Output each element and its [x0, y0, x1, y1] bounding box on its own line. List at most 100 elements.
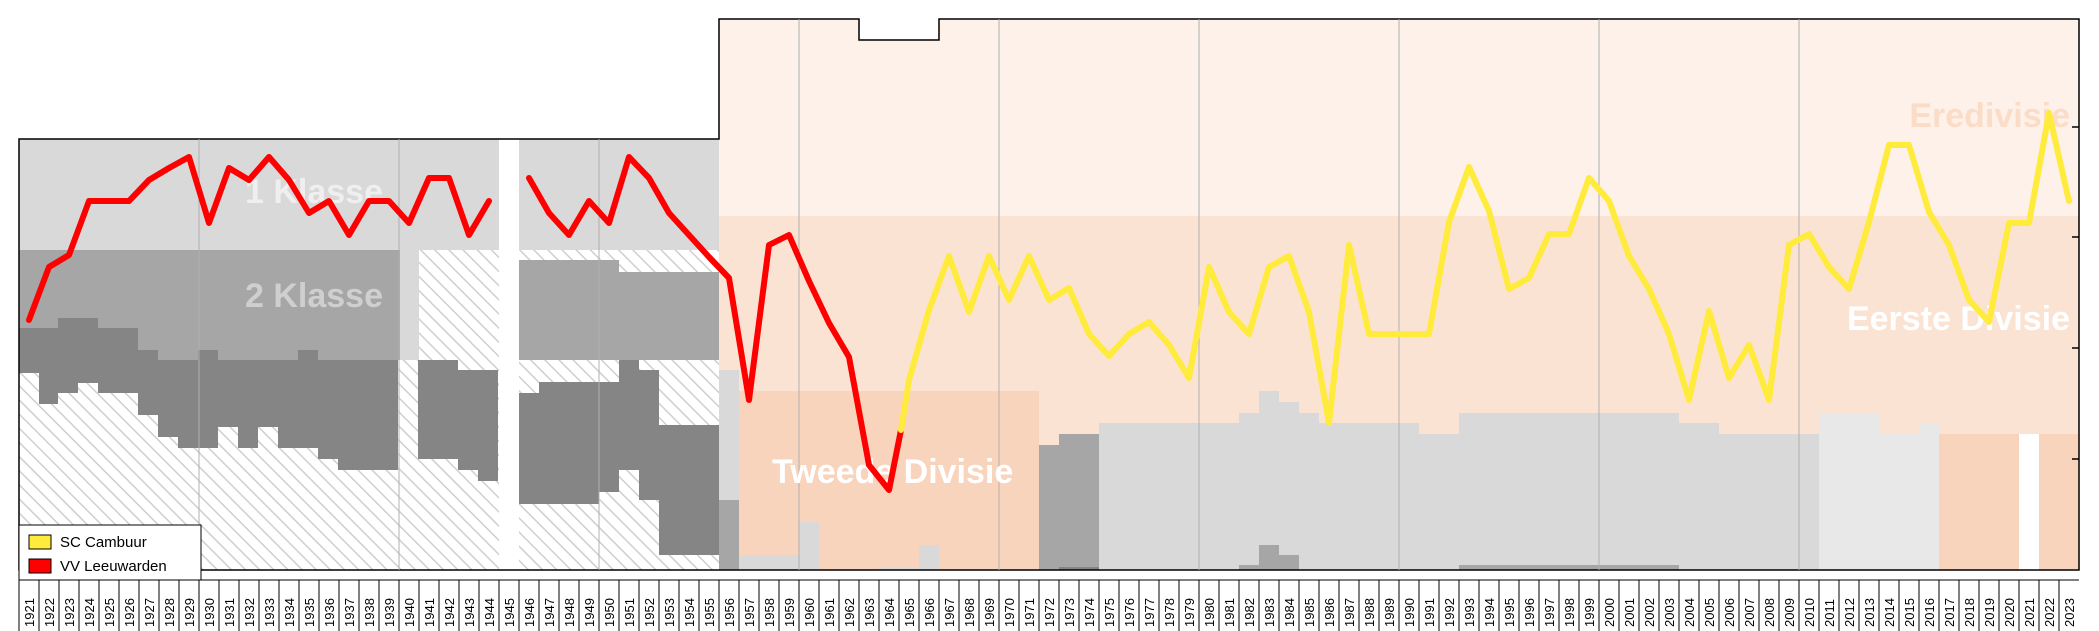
year-tick-label: 1997 [1542, 598, 1557, 627]
year-tick-label: 1933 [262, 598, 277, 627]
tier3-col-23 [619, 360, 639, 470]
year-tick-label: 1973 [1062, 598, 1077, 627]
year-tick-label: 1954 [682, 598, 697, 627]
legend-label-leeuwarden: VV Leeuwarden [60, 558, 167, 575]
year-tick-label: 1976 [1122, 598, 1137, 627]
year-tick-label: 2012 [1842, 598, 1857, 627]
grey-1956-dark [719, 500, 739, 570]
grey-1985 [1299, 413, 1319, 570]
tier3-col-21 [539, 382, 599, 504]
tier3-col-10 [218, 360, 238, 427]
grey-1964 [879, 568, 919, 570]
year-tick-label: 1980 [1202, 598, 1217, 627]
tier3-col-2 [39, 328, 58, 404]
year-tick-label: 1940 [402, 598, 417, 627]
year-tick-label: 1996 [1522, 598, 1537, 627]
series-line-sc-cambuur-0 [898, 110, 2072, 433]
year-tick-label: 1964 [882, 598, 897, 627]
year-tick-label: 1953 [662, 598, 677, 627]
year-tick-label: 1945 [502, 598, 517, 627]
year-tick-label: 1982 [1242, 598, 1257, 627]
grey-2004 [1679, 423, 1719, 570]
year-tick-label: 1960 [802, 598, 817, 627]
year-tick-label: 1987 [1342, 598, 1357, 627]
klasse1-band-1945-white [499, 139, 519, 239]
tier3-col-15 [318, 360, 338, 459]
year-tick-label: 1965 [902, 598, 917, 627]
year-tick-label: 2007 [1742, 598, 1757, 627]
year-tick-label: 1950 [602, 598, 617, 627]
year-tick-label: 1930 [202, 598, 217, 627]
year-tick-label: 1994 [1482, 598, 1497, 627]
year-tick-label: 2016 [1922, 598, 1937, 627]
series-line-vv-leeuwarden-1 [526, 154, 904, 493]
tier3-col-7 [158, 360, 178, 437]
year-tick-label: 1985 [1302, 598, 1317, 627]
klasse2-band-c [619, 272, 719, 360]
year-tick-label: 1925 [102, 598, 117, 627]
year-tick-label: 1923 [62, 598, 77, 627]
year-tick-label: 2003 [1662, 598, 1677, 627]
year-tick-label: 1944 [482, 598, 497, 627]
year-tick-label: 2006 [1722, 598, 1737, 627]
year-tick-label: 1947 [542, 598, 557, 627]
legend-swatch-leeuwarden [28, 558, 52, 574]
year-tick-label: 2018 [1962, 598, 1977, 627]
year-tick-label: 2020 [2002, 598, 2017, 627]
year-tick-label: 1958 [762, 598, 777, 627]
year-tick-label: 1993 [1462, 598, 1477, 627]
grey-1974 [1059, 567, 1099, 570]
series-line-vv-leeuwarden-0 [26, 154, 492, 323]
grey-1972 [1039, 445, 1059, 570]
eerste-late-band [1939, 434, 2079, 570]
year-tick-label: 2010 [1802, 598, 1817, 627]
grey-dark-1983 [1259, 545, 1279, 570]
grey-1983 [1259, 391, 1279, 570]
tier3-col-19 [478, 370, 498, 481]
year-tick-label: 1936 [322, 598, 337, 627]
tier3-col-8 [178, 360, 198, 448]
era-outline [18, 18, 2080, 571]
tier3-col-18 [458, 370, 478, 470]
year-tick-label: 2001 [1622, 598, 1637, 627]
tier3-col-16 [338, 360, 398, 470]
year-tick-label: 1957 [742, 598, 757, 627]
year-tick-label: 2011 [1822, 599, 1837, 627]
year-tick-label: 1941 [422, 598, 437, 627]
series-layer [26, 110, 2072, 493]
year-tick-label: 1956 [722, 598, 737, 627]
year-tick-label: 1968 [962, 598, 977, 627]
tier-label-eerste: Eerste Divisie [1847, 300, 2070, 338]
background-tiers [19, 139, 719, 570]
year-tick-label: 1922 [42, 598, 57, 627]
year-tick-label: 1970 [1002, 598, 1017, 627]
tier3-col-6 [138, 350, 158, 415]
year-tick-label: 1946 [522, 598, 537, 627]
grey-1960 [799, 522, 819, 570]
year-tick-label: 1937 [342, 598, 357, 627]
year-tick-label: 1935 [302, 598, 317, 627]
year-tick-label: 2014 [1882, 598, 1897, 627]
year-tick-label: 1979 [1182, 598, 1197, 627]
year-tick-label: 2002 [1642, 598, 1657, 627]
grey-1975 [1099, 423, 1239, 570]
year-tick-label: 2019 [1982, 598, 1997, 627]
year-tick-label: 1961 [822, 598, 837, 627]
grey-2016 [1919, 423, 1939, 570]
grey-2011 [1819, 413, 1879, 570]
outline-path [18, 18, 2080, 571]
vertical-gridlines [198, 19, 1800, 570]
klasse2-band-b [519, 260, 619, 360]
grey-1966 [919, 545, 939, 570]
grey-1991 [1419, 434, 1459, 570]
grey-dark-1982 [1239, 565, 1259, 570]
year-tick-label: 1966 [922, 598, 937, 627]
grey-2014 [1879, 434, 1919, 570]
tier3-col-1 [19, 328, 39, 373]
year-tick-label: 1932 [242, 598, 257, 627]
year-tick-label: 2000 [1602, 598, 1617, 627]
tier3-col-20 [519, 393, 539, 504]
year-tick-label: 1938 [362, 598, 377, 627]
